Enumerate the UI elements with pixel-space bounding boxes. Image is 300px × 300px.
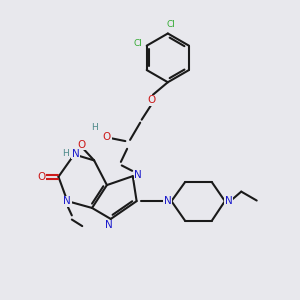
Text: H: H (62, 149, 69, 158)
Text: H: H (91, 123, 98, 132)
Text: O: O (103, 132, 111, 142)
Text: N: N (134, 170, 142, 180)
Text: Cl: Cl (134, 39, 142, 48)
Text: N: N (105, 220, 113, 230)
Text: N: N (225, 196, 232, 206)
Text: N: N (164, 196, 172, 206)
Text: N: N (64, 196, 71, 206)
Text: N: N (72, 149, 80, 159)
Text: O: O (37, 172, 45, 182)
Text: Cl: Cl (167, 20, 176, 29)
Text: O: O (147, 95, 156, 105)
Text: O: O (77, 140, 86, 150)
